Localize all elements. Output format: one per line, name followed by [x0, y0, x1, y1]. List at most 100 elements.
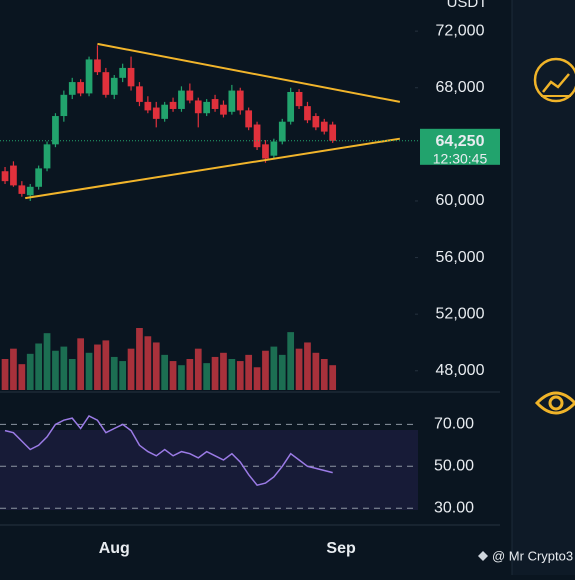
volume-bar — [110, 356, 118, 390]
candle-body — [52, 116, 59, 145]
candle-body — [312, 116, 320, 128]
candle-body — [245, 110, 253, 128]
candle-body — [211, 99, 219, 109]
candle-body — [68, 82, 76, 95]
volume-bar — [1, 359, 9, 390]
candle-body — [152, 107, 160, 119]
volume-bar — [295, 348, 303, 390]
candle-body — [228, 90, 236, 112]
candle-body — [18, 185, 26, 194]
candle-body — [43, 144, 51, 169]
volume-bar — [102, 340, 110, 390]
volume-bar — [304, 342, 311, 390]
rsi-band — [0, 430, 418, 510]
volume-bar — [52, 350, 59, 390]
candle-body — [10, 165, 17, 186]
candle-body — [320, 121, 328, 132]
volume-bar — [77, 338, 85, 390]
rsi-line — [4, 415, 333, 487]
watermark: @ Mr Crypto3 — [492, 548, 573, 563]
candle-body — [253, 124, 261, 148]
volume-bar — [26, 353, 34, 390]
candle-body — [127, 67, 135, 87]
volume-bar — [236, 361, 244, 390]
rsi-tick-label: 70.00 — [434, 416, 474, 433]
candle-body — [295, 91, 303, 107]
volume-bar — [169, 361, 177, 390]
candle-body — [35, 168, 43, 187]
volume-bar — [10, 348, 17, 390]
icon-glyph — [534, 391, 575, 415]
countdown-label: 12:30:45 — [433, 151, 488, 167]
volume-bar — [203, 363, 211, 390]
x-tick-label: Aug — [99, 540, 130, 557]
rsi-tick-label: 50.00 — [434, 458, 474, 475]
candle-body — [262, 144, 269, 159]
candle-body — [136, 86, 143, 102]
volume-bar — [94, 344, 101, 390]
candle-body — [110, 77, 118, 95]
candle-body — [270, 141, 278, 156]
y-tick-label: 72,000 — [436, 22, 485, 39]
candle-body — [278, 121, 286, 142]
volume-bar — [245, 354, 253, 390]
candle-body — [144, 101, 152, 111]
y-tick-label: 56,000 — [436, 249, 485, 266]
x-tick-label: Sep — [326, 540, 356, 557]
sidebar — [512, 0, 575, 575]
y-tick-label: 60,000 — [436, 192, 485, 209]
last-price-box — [420, 128, 500, 165]
volume-bar — [35, 343, 43, 390]
candle-body — [161, 104, 169, 119]
candle-body — [169, 101, 177, 109]
volume-bar — [18, 364, 26, 390]
candle-body — [329, 124, 337, 141]
candle-body — [203, 101, 211, 114]
volume-bar — [320, 359, 328, 390]
volume-bar — [85, 352, 93, 390]
candle-body — [102, 72, 110, 95]
trendline — [25, 137, 401, 200]
candle-body — [94, 59, 101, 73]
volume-bar — [60, 346, 68, 390]
volume-bar — [312, 352, 320, 390]
candle-body — [186, 90, 194, 101]
last-price-label: 64,250 — [436, 133, 485, 150]
volume-bar — [253, 367, 261, 390]
rsi-tick-label: 30.00 — [434, 499, 474, 516]
candle-body — [287, 91, 295, 122]
volume-bar — [43, 333, 51, 390]
icon-glyph — [548, 395, 564, 411]
eye-icon[interactable] — [534, 391, 575, 415]
icon-glyph — [542, 73, 570, 93]
y-tick-label: 48,000 — [436, 362, 485, 379]
volume-bar — [287, 332, 295, 390]
volume-bar — [186, 359, 194, 390]
y-tick-label: 52,000 — [436, 305, 485, 322]
volume-bar — [144, 336, 152, 390]
volume-bar — [68, 359, 76, 390]
volume-bar — [194, 348, 202, 390]
candle-body — [1, 171, 9, 182]
candle-body — [236, 90, 244, 111]
volume-bar — [262, 350, 269, 390]
chart-tool-icon[interactable] — [533, 57, 575, 103]
volume-bar — [220, 352, 227, 390]
candle-body — [220, 104, 227, 115]
trendline — [97, 42, 401, 103]
volume-bar — [161, 354, 169, 390]
unit-label: USDT — [447, 0, 488, 11]
watermark-icon — [478, 551, 488, 561]
candle-body — [178, 90, 185, 109]
volume-bar — [136, 328, 143, 390]
icon-ring — [533, 57, 575, 103]
volume-bar — [152, 342, 160, 390]
volume-bar — [178, 365, 185, 390]
volume-bar — [211, 356, 219, 390]
candle-body — [119, 67, 127, 78]
candle-body — [60, 94, 68, 117]
volume-bar — [278, 354, 286, 390]
volume-bar — [329, 365, 337, 390]
